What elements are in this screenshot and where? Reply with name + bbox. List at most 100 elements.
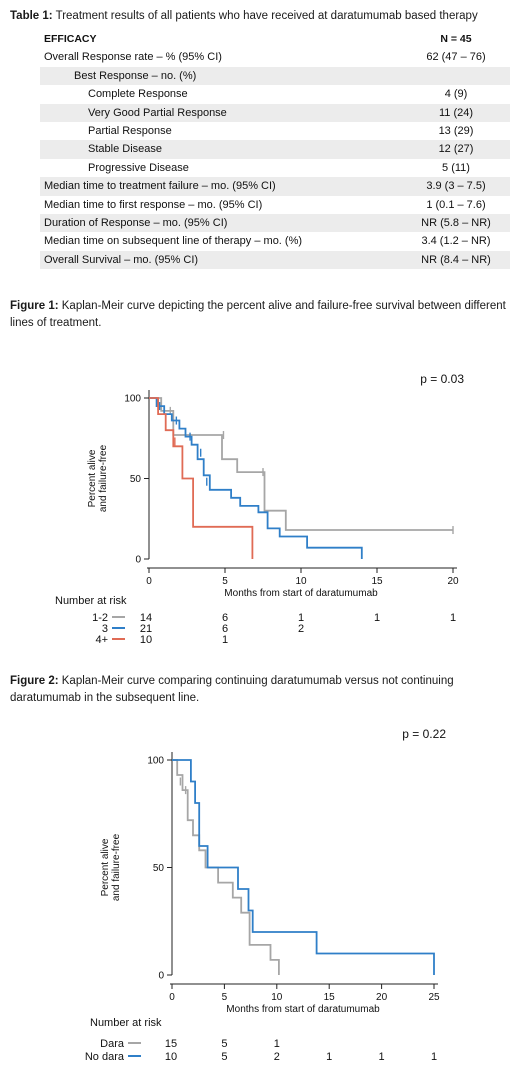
risk-count: 1: [431, 1051, 437, 1063]
figure1-caption-text: Kaplan-Meir curve depicting the percent …: [10, 300, 506, 329]
risk-count: 1: [274, 1038, 280, 1050]
y-tick-label: 0: [135, 555, 141, 566]
y-axis-label-line: and failure-free: [98, 444, 109, 512]
risk-count: 10: [140, 634, 152, 646]
risk-count: 21: [140, 623, 152, 635]
risk-count: 1: [450, 612, 456, 624]
table-row: Overall Survival – mo. (95% CI) NR (8.4 –…: [40, 250, 510, 270]
table-row-value: 13 (29): [438, 125, 474, 138]
x-tick-label: 15: [324, 992, 336, 1003]
y-axis-label: Percent aliveand failure-free: [100, 833, 122, 901]
table-header-value: N = 45: [402, 30, 510, 49]
table-row-value: 12 (27): [402, 140, 510, 159]
risk-table-title: Number at risk: [90, 1017, 162, 1029]
km-curve-no-dara: [172, 759, 435, 975]
x-tick-label: 0: [169, 992, 175, 1003]
table-row: Best Response – no. (%): [40, 66, 510, 86]
x-tick-label: 20: [447, 576, 459, 587]
risk-count: 10: [165, 1051, 177, 1063]
table-row: Stable Disease 12 (27): [40, 140, 510, 159]
table-header-label: EFFICACY: [40, 30, 402, 49]
risk-count: 1: [379, 1051, 385, 1063]
table-row-label: Progressive Disease: [88, 161, 189, 174]
efficacy-table-body: EFFICACY N = 45 Overall Response rate – …: [40, 30, 510, 270]
x-tick-label: 5: [222, 576, 228, 587]
x-axis-label: Months from start of daratumumab: [224, 588, 378, 599]
table-row-value: 3.9 (3 – 7.5): [402, 177, 510, 196]
risk-count: 6: [222, 612, 228, 624]
y-tick-label: 100: [124, 394, 141, 405]
figure1-caption-label: Figure 1:: [10, 300, 59, 312]
y-tick-label: 0: [158, 971, 164, 982]
risk-count: 1: [222, 634, 228, 646]
table-caption-text: Treatment results of all patients who ha…: [52, 10, 478, 22]
risk-count: 15: [165, 1038, 177, 1050]
x-tick-label: 10: [295, 576, 307, 587]
y-tick-label: 50: [130, 474, 142, 485]
km-curve-3: [149, 397, 363, 559]
table-row-label: Median time to treatment failure – mo. (…: [40, 177, 402, 196]
risk-count: 1: [374, 612, 380, 624]
table-row-value: NR (8.4 – NR): [402, 250, 510, 270]
table-row-label: Very Good Partial Response: [40, 103, 402, 123]
figure1-caption: Figure 1: Kaplan-Meir curve depicting th…: [10, 298, 515, 332]
risk-series-name: 1-2: [92, 612, 108, 624]
x-tick-label: 15: [371, 576, 383, 587]
x-axis-label: Months from start of daratumumab: [226, 1004, 380, 1015]
y-tick-label: 50: [153, 863, 165, 874]
table-row: Progressive Disease 5 (11): [40, 159, 510, 177]
table-row-label: Duration of Response – mo. (95% CI): [40, 214, 402, 233]
risk-count: 2: [274, 1051, 280, 1063]
p-value-annotation: p = 0.03: [420, 372, 464, 386]
table-row: Duration of Response – mo. (95% CI) NR (5…: [40, 214, 510, 233]
table-row-label: Partial Response: [88, 125, 172, 138]
y-tick-label: 100: [147, 756, 164, 767]
table-row: Complete Response 4 (9): [40, 85, 510, 103]
risk-series-name: No dara: [85, 1051, 125, 1063]
table-row-value: [402, 66, 510, 86]
risk-series-name: 4+: [95, 634, 108, 646]
x-tick-label: 20: [376, 992, 388, 1003]
table-row: Partial Response 13 (29): [40, 122, 510, 140]
table-row-value: 62 (47 – 76): [426, 51, 486, 64]
y-axis-label-line: Percent alive: [100, 838, 111, 896]
table-row: Very Good Partial Response 11 (24): [40, 103, 510, 123]
table-row: Overall Response rate – % (95% CI) 62 (47…: [40, 48, 510, 66]
table-row-label: Stable Disease: [40, 140, 402, 159]
y-axis-label-line: Percent alive: [87, 449, 98, 507]
risk-series-name: 3: [102, 623, 108, 635]
table-row-value: NR (5.8 – NR): [402, 214, 510, 233]
efficacy-table: EFFICACY N = 45 Overall Response rate – …: [40, 30, 510, 270]
table-row-label: Overall Response rate – % (95% CI): [44, 51, 222, 64]
table-row-value: 4 (9): [444, 88, 468, 101]
table-row: Median time to treatment failure – mo. (…: [40, 177, 510, 196]
x-tick-label: 0: [146, 576, 152, 587]
table-caption-label: Table 1:: [10, 10, 53, 22]
risk-count: 1: [326, 1051, 332, 1063]
risk-count: 5: [221, 1038, 227, 1050]
risk-count: 6: [222, 623, 228, 635]
table-row-value: 3.4 (1.2 – NR): [421, 235, 491, 248]
x-tick-label: 25: [428, 992, 440, 1003]
table-header-row: EFFICACY N = 45: [40, 30, 510, 49]
figure2-caption: Figure 2: Kaplan-Meir curve comparing co…: [10, 673, 515, 707]
figure2-caption-text: Kaplan-Meir curve comparing continuing d…: [10, 675, 454, 704]
table-row-label: Overall Survival – mo. (95% CI): [40, 250, 402, 270]
km-curve-dara: [172, 759, 280, 975]
y-axis-label-line: and failure-free: [111, 833, 122, 901]
table-row-value: 11 (24): [402, 103, 510, 123]
table-row-label: Median time on subsequent line of therap…: [44, 235, 303, 248]
km-curve-1-2: [149, 397, 453, 531]
table-row-label: Complete Response: [88, 88, 188, 101]
risk-table-title: Number at risk: [55, 595, 127, 607]
risk-count: 5: [221, 1051, 227, 1063]
table-row-label: Best Response – no. (%): [40, 66, 402, 86]
x-tick-label: 10: [271, 992, 283, 1003]
risk-count: 14: [140, 612, 152, 624]
risk-count: 2: [298, 623, 304, 635]
p-value-annotation: p = 0.22: [402, 727, 446, 741]
table-row-label: Median time to first response – mo. (95%…: [44, 198, 263, 211]
table-row: Median time on subsequent line of therap…: [40, 232, 510, 250]
figure1-km-chart: 0 50 100 0 5 10 15 20 Months from start of darat…: [55, 372, 464, 646]
